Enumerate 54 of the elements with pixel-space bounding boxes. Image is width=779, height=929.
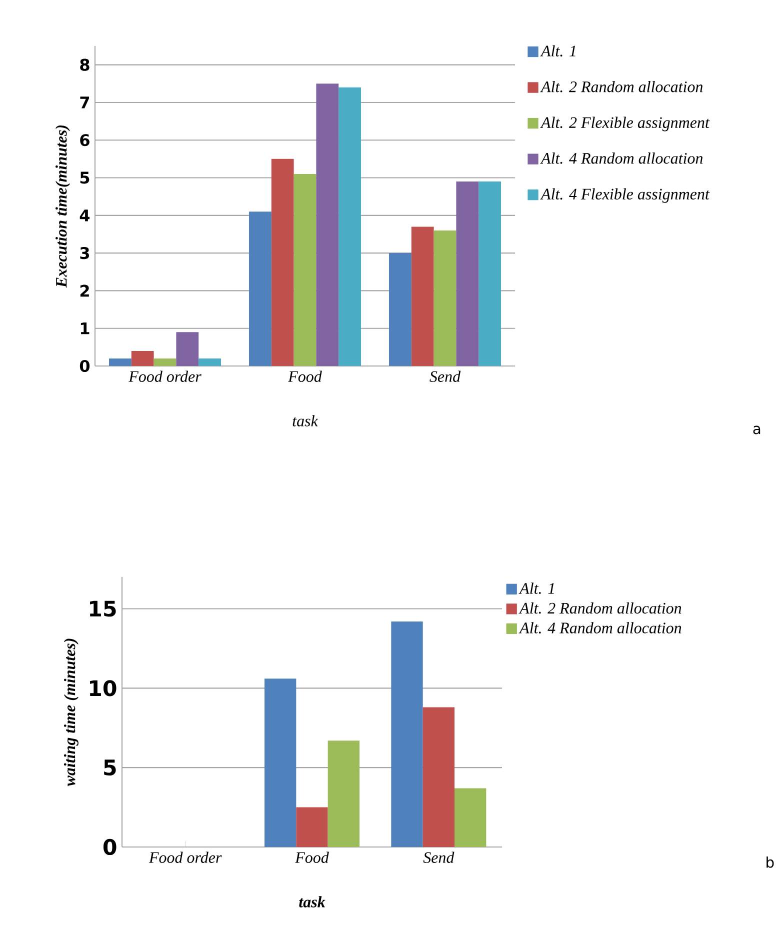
x-tick-label: Send bbox=[423, 852, 454, 863]
y-axis-title: waiting time (minutes) bbox=[64, 638, 78, 786]
bar bbox=[271, 158, 294, 366]
bar bbox=[478, 182, 501, 366]
y-tick-label: 0 bbox=[80, 360, 90, 372]
y-tick-label: 4 bbox=[80, 210, 90, 222]
bar bbox=[328, 740, 360, 847]
legend-label: Alt. 2 Flexible assignment bbox=[540, 116, 710, 132]
y-tick-label: 10 bbox=[90, 680, 116, 696]
bar bbox=[389, 253, 412, 366]
y-tick-label: 6 bbox=[80, 134, 90, 146]
x-tick-label: Food bbox=[295, 852, 329, 863]
legend-label: Alt. 2 Random allocation bbox=[540, 80, 703, 92]
bar bbox=[198, 358, 221, 366]
x-tick-label: Send bbox=[430, 370, 461, 382]
text: a bbox=[753, 426, 760, 434]
x-axis-title: task bbox=[292, 415, 318, 426]
y-tick-label: 2 bbox=[80, 284, 89, 297]
bar bbox=[434, 230, 456, 366]
bar bbox=[296, 807, 328, 847]
legend-label: Alt. 2 Random allocation bbox=[518, 602, 682, 614]
legend-label: Alt. 1 bbox=[518, 582, 554, 594]
text: b bbox=[766, 856, 774, 868]
bar bbox=[109, 358, 132, 366]
bar bbox=[422, 707, 455, 847]
legend-label: Alt. 1 bbox=[540, 45, 576, 57]
legend-label: Alt. 4 Random allocation bbox=[540, 152, 703, 164]
bar bbox=[338, 87, 361, 366]
bar bbox=[176, 332, 199, 366]
x-tick-label: Food order bbox=[128, 370, 202, 382]
y-tick-label: 15 bbox=[90, 600, 116, 617]
y-tick-label: 3 bbox=[80, 247, 90, 260]
bar bbox=[131, 350, 154, 366]
bar bbox=[154, 358, 176, 366]
bar bbox=[411, 226, 434, 366]
bar bbox=[248, 212, 272, 366]
y-tick-label: 7 bbox=[80, 96, 90, 108]
bar bbox=[316, 84, 339, 366]
y-tick-label: 5 bbox=[104, 760, 116, 776]
bar bbox=[391, 621, 423, 847]
y-tick-label: 5 bbox=[80, 172, 90, 184]
bar bbox=[456, 182, 479, 366]
x-tick-label: Food order bbox=[148, 852, 222, 863]
legend-label: Alt. 4 Flexible assignment bbox=[540, 188, 710, 203]
x-tick-label: Food bbox=[288, 370, 322, 382]
x-axis-title: task bbox=[299, 896, 326, 908]
bar bbox=[454, 788, 486, 847]
bar bbox=[294, 174, 316, 366]
y-tick-label: 1 bbox=[80, 322, 90, 334]
y-axis-title: Execution time(minutes) bbox=[55, 125, 70, 288]
legend-label: Alt. 4 Random allocation bbox=[518, 622, 682, 634]
y-tick-label: 0 bbox=[103, 838, 116, 856]
bar bbox=[264, 678, 296, 847]
y-tick-label: 8 bbox=[80, 58, 90, 71]
